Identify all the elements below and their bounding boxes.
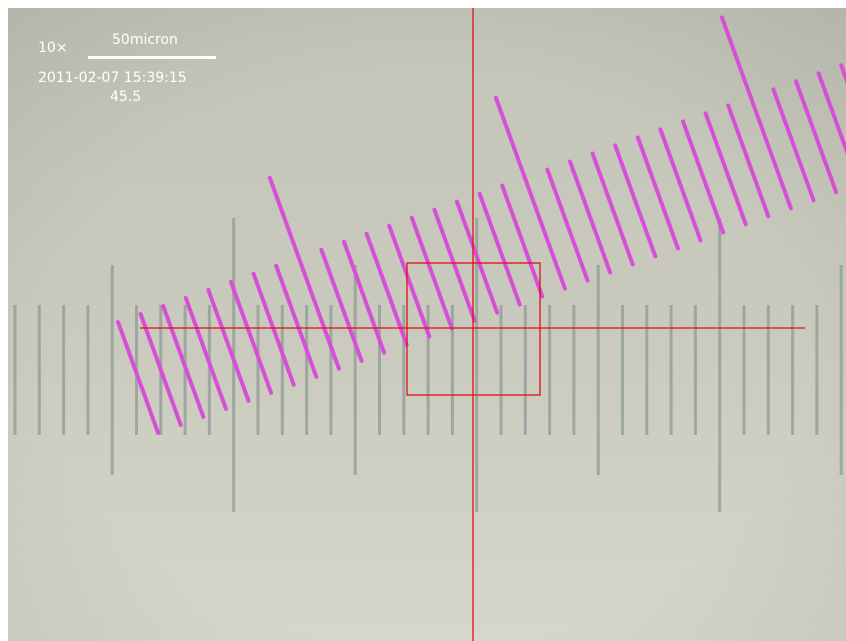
scale-label: 50micron <box>112 32 178 48</box>
reading: 45.5 <box>110 89 141 105</box>
magnification: 10× <box>38 40 68 56</box>
page: 10× 50micron 2011-02-07 15:39:15 45.5 ((… <box>0 0 846 641</box>
scale-bar <box>88 56 216 59</box>
timestamp: 2011-02-07 15:39:15 <box>38 70 187 86</box>
microscope-view: 10× 50micron 2011-02-07 15:39:15 45.5 <box>0 0 846 641</box>
